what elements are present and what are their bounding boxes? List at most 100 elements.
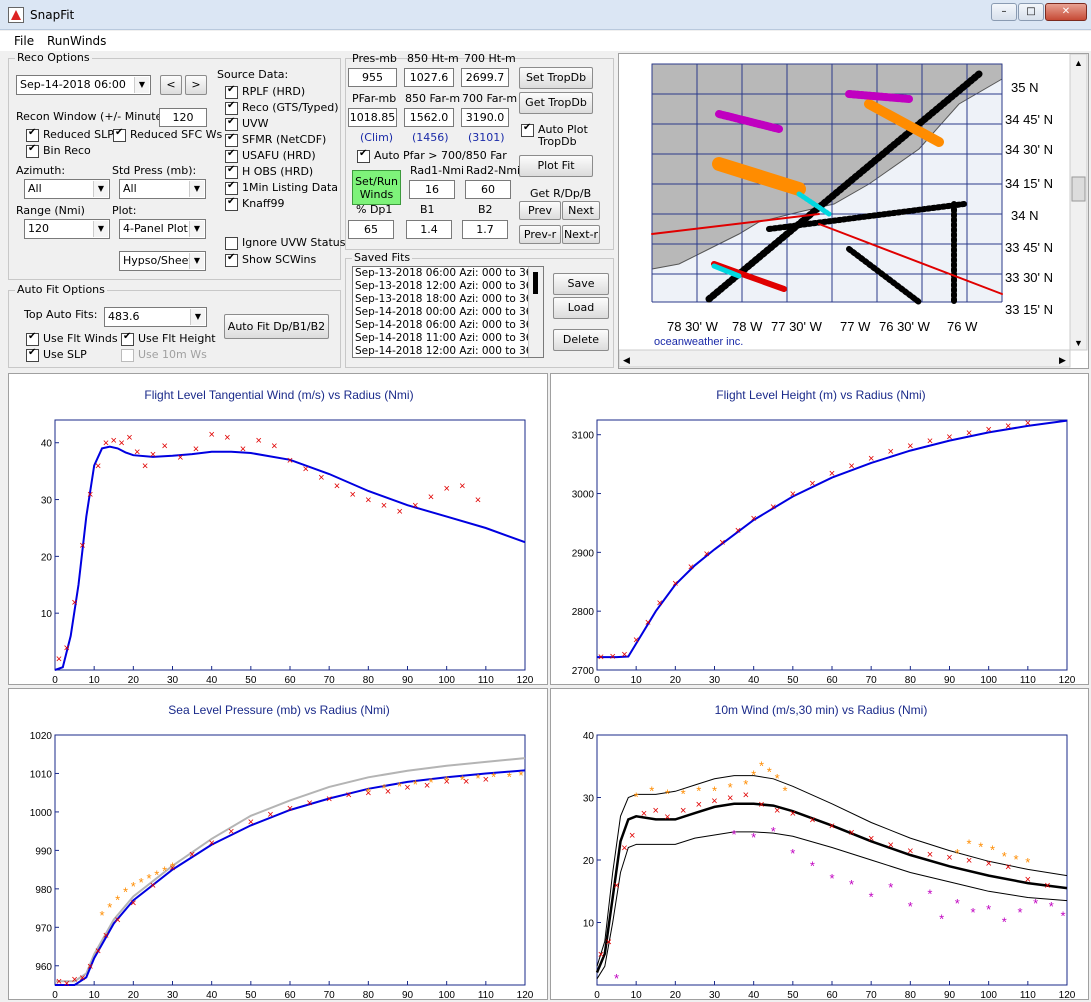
map-hscrollbar[interactable] xyxy=(619,350,1070,367)
source-knaff-checkbox[interactable]: Knaff99 xyxy=(225,197,285,210)
y-tick-label: 1020 xyxy=(30,731,53,742)
data-point: × xyxy=(735,525,741,537)
prev-button[interactable]: Prev xyxy=(519,201,561,220)
use-flt-height-checkbox[interactable]: Use Flt Height xyxy=(121,332,216,345)
close-button[interactable]: ✕ xyxy=(1045,3,1087,21)
list-item[interactable]: Sep-13-2018 06:00 Azi: 000 to 360 xyxy=(353,267,543,280)
list-item[interactable]: Sep-14-2018 12:00 Azi: 000 to 360 xyxy=(353,345,543,358)
azimuth-select[interactable]: All ▼ xyxy=(24,179,110,199)
top-auto-fits-select[interactable]: 483.6 ▼ xyxy=(104,307,207,327)
850-ht-input[interactable]: 1027.6 xyxy=(404,68,454,87)
y-tick-label: 960 xyxy=(35,962,52,973)
list-item[interactable]: Sep-14-2018 06:00 Azi: 000 to 360 xyxy=(353,319,543,332)
saved-fits-list[interactable]: Sep-13-2018 06:00 Azi: 000 to 360 Sep-13… xyxy=(352,266,544,358)
plot-sub-select[interactable]: Hypso/Sheets ▼ xyxy=(119,251,206,271)
plot-select[interactable]: 4-Panel Plot ▼ xyxy=(119,219,206,239)
date-select[interactable]: Sep-14-2018 06:00 ▼ xyxy=(16,75,151,95)
map-panel[interactable]: 35 N 34 45' N 34 30' N 34 15' N 34 N 33 … xyxy=(618,53,1089,369)
list-item[interactable]: Sep-13-2018 18:00 Azi: 000 to 360 xyxy=(353,293,543,306)
prev-r-button[interactable]: Prev-r xyxy=(519,225,561,244)
data-point: * xyxy=(1033,896,1038,911)
dp-input[interactable]: 65 xyxy=(348,220,394,239)
reduced-sfc-ws-checkbox[interactable]: Reduced SFC Ws xyxy=(113,128,222,141)
menu-runwinds[interactable]: RunWinds xyxy=(47,34,106,48)
scroll-up-icon[interactable]: ▲ xyxy=(1074,58,1083,68)
storm-map[interactable]: 35 N 34 45' N 34 30' N 34 15' N 34 N 33 … xyxy=(619,54,1088,368)
range-select[interactable]: 120 ▼ xyxy=(24,219,110,239)
data-point: × xyxy=(318,472,324,484)
b2-input[interactable]: 1.7 xyxy=(462,220,508,239)
show-scwins-checkbox[interactable]: Show SCWins xyxy=(225,253,316,266)
list-item[interactable]: Sep-13-2018 12:00 Azi: 000 to 360 xyxy=(353,280,543,293)
auto-fit-button[interactable]: Auto Fit Dp/B1/B2 xyxy=(224,314,329,339)
ignore-uvw-checkbox[interactable]: Ignore UVW Status xyxy=(225,236,345,249)
minimize-button[interactable]: – xyxy=(991,3,1017,21)
850-far-input[interactable]: 1562.0 xyxy=(404,108,454,127)
get-tropdb-button[interactable]: Get TropDb xyxy=(519,92,593,114)
data-point: * xyxy=(990,843,995,858)
use-slp-checkbox[interactable]: Use SLP xyxy=(26,348,87,361)
850-far-label: 850 Far-m xyxy=(405,92,460,105)
y-tick-label: 40 xyxy=(583,731,595,742)
load-button[interactable]: Load xyxy=(553,297,609,319)
auto-pfar-checkbox[interactable]: Auto Pfar > 700/850 Far xyxy=(357,149,507,162)
map-vscrollbar[interactable] xyxy=(1070,54,1087,350)
scroll-right-icon[interactable]: ▶ xyxy=(1059,355,1066,365)
next-button[interactable]: Next xyxy=(562,201,600,220)
source-sfmr-checkbox[interactable]: SFMR (NetCDF) xyxy=(225,133,326,146)
reduced-slp-checkbox[interactable]: Reduced SLP xyxy=(26,128,114,141)
source-1min-checkbox[interactable]: 1Min Listing Data xyxy=(225,181,338,194)
source-uvw-checkbox[interactable]: UVW xyxy=(225,117,268,130)
data-point: * xyxy=(99,908,104,923)
scroll-thumb[interactable] xyxy=(533,272,538,294)
clim-850-label: (1456) xyxy=(412,131,449,144)
y-tick-label: 980 xyxy=(35,885,52,896)
prev-date-button[interactable]: < xyxy=(160,75,182,95)
recon-window-input[interactable]: 120 xyxy=(159,108,207,127)
std-press-select[interactable]: All ▼ xyxy=(119,179,206,199)
map-vscroll-thumb[interactable] xyxy=(1072,177,1085,201)
list-item[interactable]: Sep-14-2018 00:00 Azi: 000 to 360 xyxy=(353,306,543,319)
x-tick-label: 50 xyxy=(787,990,799,999)
pres-mb-input[interactable]: 955 xyxy=(348,68,397,87)
list-item[interactable]: Sep-14-2018 11:00 Azi: 000 to 360 xyxy=(353,332,543,345)
source-reco-checkbox[interactable]: Reco (GTS/Typed) xyxy=(225,101,339,114)
data-point: × xyxy=(868,453,874,465)
data-point: * xyxy=(131,879,136,894)
set-run-winds-button[interactable]: Set/Run Winds xyxy=(352,170,401,205)
data-point: × xyxy=(848,827,854,839)
x-tick-label: 90 xyxy=(944,675,956,684)
data-point: * xyxy=(397,779,402,794)
700-far-input[interactable]: 3190.0 xyxy=(461,108,509,127)
x-tick-label: 10 xyxy=(89,990,101,999)
rad2-input[interactable]: 60 xyxy=(465,180,511,199)
chevron-down-icon: ▼ xyxy=(189,181,204,197)
data-point: * xyxy=(939,911,944,926)
x-tick-label: 70 xyxy=(866,675,878,684)
data-point: × xyxy=(621,843,627,855)
set-tropdb-button[interactable]: Set TropDb xyxy=(519,67,593,89)
slp-chart: Sea Level Pressure (mb) vs Radius (Nmi) 0… xyxy=(9,689,547,999)
data-point: × xyxy=(118,438,124,450)
plot-fit-button[interactable]: Plot Fit xyxy=(519,155,593,177)
delete-button[interactable]: Delete xyxy=(553,329,609,351)
data-point: × xyxy=(475,495,481,507)
source-usafu-checkbox[interactable]: USAFU (HRD) xyxy=(225,149,316,162)
next-r-button[interactable]: Next-r xyxy=(562,225,600,244)
save-button[interactable]: Save xyxy=(553,273,609,295)
data-point: * xyxy=(986,902,991,917)
bin-reco-checkbox[interactable]: Bin Reco xyxy=(26,144,91,157)
rad1-input[interactable]: 16 xyxy=(409,180,455,199)
use-flt-winds-checkbox[interactable]: Use Flt Winds xyxy=(26,332,118,345)
source-rplf-checkbox[interactable]: RPLF (HRD) xyxy=(225,85,305,98)
menu-file[interactable]: File xyxy=(14,34,34,48)
list-scrollbar[interactable] xyxy=(528,267,543,357)
next-date-button[interactable]: > xyxy=(185,75,207,95)
b1-input[interactable]: 1.4 xyxy=(406,220,452,239)
maximize-button[interactable]: □ xyxy=(1018,3,1044,21)
source-hobs-checkbox[interactable]: H OBS (HRD) xyxy=(225,165,313,178)
scroll-left-icon[interactable]: ◀ xyxy=(623,355,630,365)
pfar-mb-input[interactable]: 1018.85 xyxy=(348,108,397,127)
scroll-down-icon[interactable]: ▼ xyxy=(1074,338,1083,348)
700-ht-input[interactable]: 2699.7 xyxy=(461,68,509,87)
